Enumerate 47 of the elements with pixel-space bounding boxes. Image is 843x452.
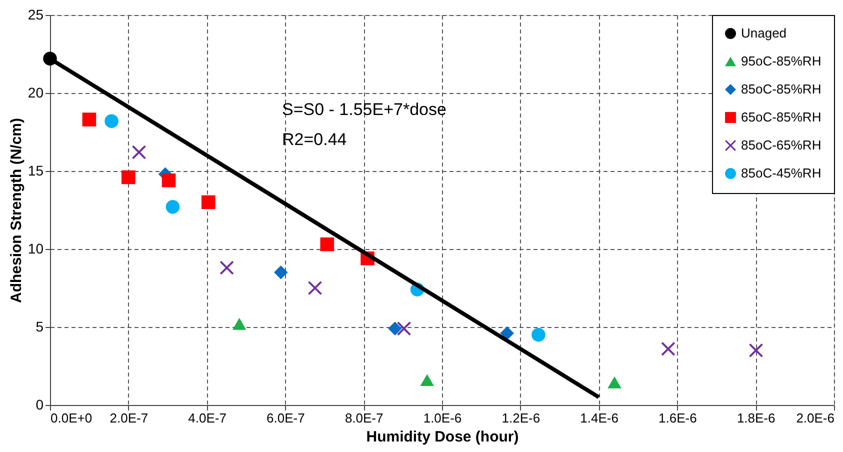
point — [320, 237, 334, 252]
point — [232, 318, 246, 330]
legend-label: 85oC-85%RH — [741, 82, 822, 96]
y-tick-label: 25 — [28, 6, 44, 22]
point — [500, 326, 514, 340]
x-tick-label: 1.4E-6 — [580, 410, 618, 426]
x-tick-label: 0.0E+0 — [50, 410, 92, 426]
y-tick-label: 15 — [28, 162, 44, 178]
y-tick-label: 5 — [36, 318, 44, 334]
x-tick-label: 2.0E-6 — [796, 410, 834, 426]
y-tick-label: 0 — [36, 396, 44, 412]
annotation: S=S0 - 1.55E+7*dose — [282, 100, 446, 119]
y-tick-label: 20 — [28, 84, 44, 100]
point — [82, 112, 96, 126]
x-tick-label: 1.8E-6 — [736, 410, 776, 426]
point — [661, 342, 676, 356]
point — [132, 145, 146, 160]
point — [122, 170, 136, 184]
legend-label: 85oC-65%RH — [741, 138, 822, 152]
point — [201, 195, 216, 210]
point — [166, 200, 180, 214]
point — [388, 322, 402, 336]
point — [220, 260, 234, 275]
point — [104, 114, 118, 128]
x-tick-label: 1.2E-6 — [502, 410, 540, 426]
x-tick-label: 1.6E-6 — [658, 410, 697, 426]
point — [274, 266, 288, 280]
point — [308, 281, 322, 295]
point — [532, 328, 546, 342]
y-axis-title: Adhesion Strength (N/cm) — [8, 118, 25, 304]
legend-label: 95oC-85%RH — [741, 54, 822, 68]
legend-label: Unaged — [741, 26, 787, 40]
x-tick-label: 4.0E-7 — [188, 410, 226, 426]
point — [608, 376, 622, 388]
x-axis-title: Humidity Dose (hour) — [366, 428, 519, 446]
point — [397, 322, 411, 336]
legend-label: 85oC-45%RH — [741, 166, 822, 180]
x-tick-label: 1.0E-6 — [423, 410, 462, 426]
x-tick-label: 8.0E-7 — [344, 410, 384, 426]
point — [749, 344, 763, 358]
point — [420, 374, 434, 386]
legend-label: 65oC-85%RH — [741, 110, 822, 124]
x-tick-label: 2.0E-7 — [110, 410, 148, 426]
annotation: R2=0.44 — [282, 130, 347, 149]
x-tick-label: 6.0E-7 — [266, 410, 305, 426]
point — [162, 173, 176, 188]
y-tick-label: 10 — [28, 240, 44, 256]
